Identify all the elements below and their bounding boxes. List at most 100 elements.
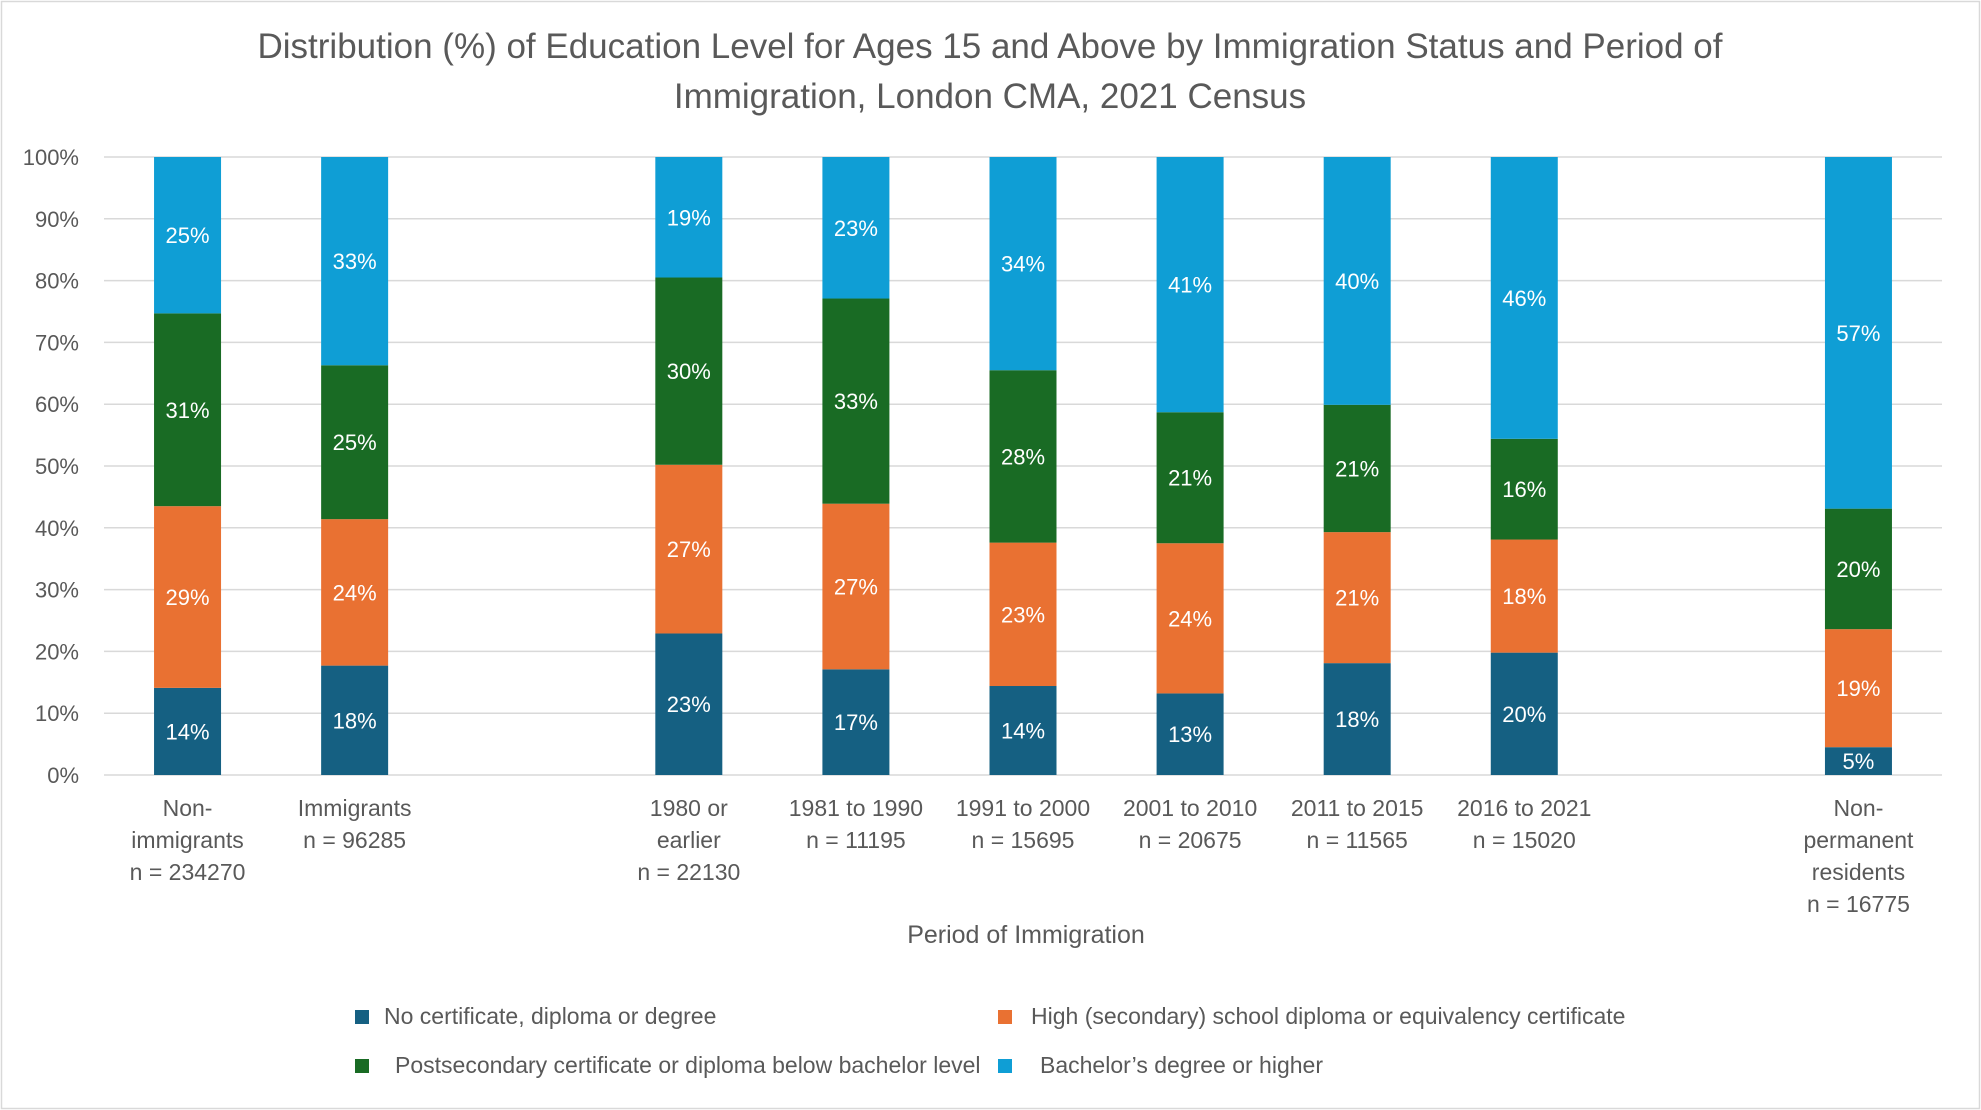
y-tick-label: 100%	[23, 145, 79, 170]
legend-label: High (secondary) school diploma or equiv…	[1031, 1003, 1625, 1029]
bar-segment	[1156, 543, 1224, 694]
bar-segment	[822, 157, 890, 299]
bar-segment	[1824, 629, 1892, 748]
legend-swatch	[355, 1010, 369, 1024]
data-label: 46%	[1502, 286, 1546, 311]
x-category-label: n = 20675	[1139, 827, 1242, 853]
y-tick-label: 40%	[35, 516, 79, 541]
bar-segment	[822, 298, 890, 504]
bar-segment	[1490, 438, 1558, 540]
data-label: 18%	[1502, 584, 1546, 609]
legend-label: No certificate, diploma or degree	[384, 1003, 716, 1029]
bar-segment	[1490, 539, 1558, 653]
data-label: 27%	[834, 575, 878, 600]
x-category-label: n = 15695	[972, 827, 1075, 853]
bar-segment	[822, 669, 890, 775]
y-tick-label: 0%	[47, 763, 79, 788]
data-label: 20%	[1502, 702, 1546, 727]
bar-segment	[655, 464, 723, 634]
data-label: 40%	[1335, 269, 1379, 294]
x-category-label: 2011 to 2015	[1291, 795, 1424, 821]
x-category-label: 1980 or	[650, 795, 728, 821]
bar-segment	[1156, 693, 1224, 775]
x-category-label: permanent	[1803, 827, 1914, 853]
data-label: 19%	[667, 205, 711, 230]
bars	[154, 157, 1892, 775]
data-label: 23%	[667, 692, 711, 717]
data-label: 28%	[1001, 444, 1045, 469]
bar-segment	[655, 277, 723, 465]
x-category-label: Immigrants	[298, 795, 412, 821]
data-label: 57%	[1836, 321, 1880, 346]
bar-segment	[1156, 412, 1224, 544]
bar-segment	[1490, 652, 1558, 775]
data-label: 21%	[1168, 466, 1212, 491]
x-category-label: n = 16775	[1807, 891, 1910, 917]
data-label: 20%	[1836, 557, 1880, 582]
bar-segment	[154, 313, 222, 507]
x-category-label: n = 22130	[637, 859, 740, 885]
x-category-label: 2001 to 2010	[1123, 795, 1257, 821]
bar-segment	[989, 542, 1057, 687]
legend-label: Postsecondary certificate or diploma bel…	[395, 1052, 981, 1078]
bar-segment	[1323, 404, 1391, 533]
x-category-label: 1981 to 1990	[789, 795, 923, 821]
legend: No certificate, diploma or degree High (s…	[355, 1003, 1625, 1078]
y-tick-label: 90%	[35, 207, 79, 232]
bar-segment	[1824, 747, 1892, 775]
y-tick-label: 50%	[35, 454, 79, 479]
bar-segment	[154, 506, 222, 688]
x-axis-title: Period of Immigration	[907, 921, 1145, 949]
bar-segment	[655, 157, 723, 278]
bar-segment	[154, 157, 222, 314]
data-label: 18%	[1335, 707, 1379, 732]
data-label: 14%	[1001, 719, 1045, 744]
bar-segment	[822, 503, 890, 670]
chart-title-line-2: Immigration, London CMA, 2021 Census	[674, 77, 1306, 116]
x-category-label: residents	[1812, 859, 1905, 885]
y-tick-label: 20%	[35, 639, 79, 664]
data-label: 33%	[333, 249, 377, 274]
data-label: 25%	[166, 223, 210, 248]
bar-segment	[989, 370, 1057, 543]
data-label: 13%	[1168, 722, 1212, 747]
bar-segment	[321, 157, 389, 366]
legend-swatch	[998, 1059, 1012, 1073]
bar-segment	[321, 519, 389, 666]
data-label: 16%	[1502, 477, 1546, 502]
data-label: 41%	[1168, 273, 1212, 298]
x-category-label: 2016 to 2021	[1457, 795, 1591, 821]
data-label: 24%	[333, 580, 377, 605]
data-label: 18%	[333, 708, 377, 733]
y-tick-label: 30%	[35, 578, 79, 603]
data-label: 33%	[834, 389, 878, 414]
x-category-label: n = 11195	[806, 827, 906, 853]
y-tick-label: 70%	[35, 330, 79, 355]
legend-label: Bachelor’s degree or higher	[1040, 1052, 1323, 1078]
bar-segment	[154, 687, 222, 775]
legend-swatch	[998, 1010, 1012, 1024]
data-label: 24%	[1168, 606, 1212, 631]
bar-segment	[655, 633, 723, 775]
data-label: 19%	[1836, 676, 1880, 701]
data-label: 21%	[1335, 456, 1379, 481]
bar-segment	[1323, 157, 1391, 405]
y-axis-ticks: 0% 10% 20% 30% 40% 50% 60% 70% 80% 90% 100%	[23, 145, 79, 788]
data-label: 25%	[333, 430, 377, 455]
bar-segment	[989, 686, 1057, 775]
x-category-label: Non-	[163, 795, 213, 821]
bar-segment	[989, 157, 1057, 371]
bar-segment	[1323, 663, 1391, 775]
x-category-label: n = 15020	[1473, 827, 1576, 853]
data-labels: 14% 29% 31% 25% 18% 24% 25% 33% 23% 27% 30% 19% 17% 2…	[166, 205, 1881, 774]
bar-segment	[1824, 157, 1892, 509]
legend-swatch	[355, 1059, 369, 1073]
bar-segment	[321, 365, 389, 520]
x-category-label: n = 234270	[130, 859, 246, 885]
data-label: 5%	[1843, 749, 1875, 774]
bar-segment	[1323, 532, 1391, 664]
y-tick-label: 10%	[35, 701, 79, 726]
bar-segment	[321, 665, 389, 775]
